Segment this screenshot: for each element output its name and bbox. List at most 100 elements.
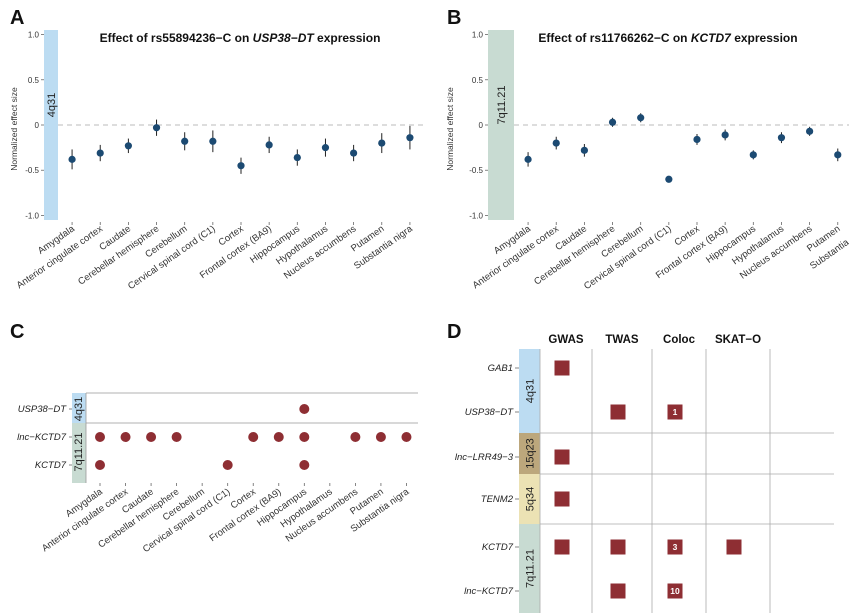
data-point [237,162,245,170]
data-point [637,114,645,122]
y-axis-label: Normalized effect size [445,87,455,171]
presence-dot [248,432,259,442]
band-label: 7q11.21 [525,549,537,588]
data-point [580,146,588,154]
band-label: 15q23 [525,438,537,469]
presence-dot [375,432,386,442]
data-point [806,127,814,135]
chart-title-suffix: expression [314,31,381,45]
data-point [124,142,132,150]
evidence-square [610,404,626,420]
chart-title-suffix: expression [731,31,798,45]
data-point [350,149,358,157]
panel-b-effect-plot: Effect of rs11766262−C on KCTD7 expressi… [445,30,849,292]
presence-dot [299,460,310,470]
presence-dot [120,432,131,442]
data-point [321,144,330,152]
band-strip [519,433,540,474]
evidence-count: 3 [673,542,678,552]
row-gene-label: KCTD7 [482,542,514,553]
y-tick-label: 0.5 [472,76,484,85]
band-strip [519,474,540,524]
y-tick-label: -0.5 [469,166,483,175]
presence-dot [299,404,310,414]
chart-title: Effect of rs55894236−C on USP38−DT expre… [100,31,381,45]
data-point [693,135,701,144]
row-gene-label: lnc−KCTD7 [17,432,67,443]
band-strip [488,30,514,220]
panel-d-evidence-table: GWAS TWAS Coloc SKAT−O 4q31 15q23 5q34 7q11.21 G… [455,334,834,613]
row-gene-label: lnc−LRR49−3 [455,452,514,463]
chart-title-prefix: Effect of rs55894236−C on [100,31,253,45]
presence-dot [273,432,284,442]
y-axis-label: Normalized effect size [9,87,19,171]
row-gene-label: USP38−DT [18,404,68,415]
presence-dot [401,432,412,442]
chart-title: Effect of rs11766262−C on KCTD7 expressi… [538,31,797,45]
row-gene-label: KCTD7 [35,460,67,471]
evidence-count: 10 [670,586,680,596]
data-point [293,153,301,162]
data-point [552,139,560,147]
data-point [524,155,532,163]
data-point [96,149,104,157]
band-strip [519,524,540,613]
evidence-square [726,539,742,555]
evidence-square [554,491,570,507]
data-point [378,139,386,147]
panel-label-c: C [10,321,24,343]
y-tick-label: 1.0 [472,31,484,40]
chart-title-gene: USP38−DT [253,31,316,45]
band-label: 7q11.21 [73,433,85,472]
band-strip [519,349,540,433]
band-label: 5q34 [525,487,537,511]
data-point [68,155,76,163]
data-point [152,124,161,132]
evidence-count: 1 [673,407,678,417]
evidence-square [610,539,626,555]
evidence-square [667,404,683,420]
data-point [834,151,842,159]
band-label: 4q31 [46,93,58,117]
y-tick-label: -1.0 [25,211,39,220]
panel-label-a: A [10,7,24,29]
data-point [665,175,673,183]
panel-a-effect-plot: Effect of rs55894236−C on USP38−DT expre… [9,30,424,292]
data-point [749,151,757,159]
panel-label-b: B [447,7,461,29]
y-tick-label: 0.5 [28,76,40,85]
chart-title-prefix: Effect of rs11766262−C on [538,31,690,45]
data-point [406,134,414,142]
evidence-square [610,583,626,599]
evidence-square [554,449,570,465]
band-label: 7q11.21 [496,86,508,125]
row-gene-label: lnc−KCTD7 [464,586,514,597]
y-tick-label: 0 [35,121,40,130]
presence-dot [350,432,361,442]
evidence-square [667,583,683,599]
column-header: GWAS [548,334,583,346]
data-point [181,137,189,145]
presence-dot [222,460,233,470]
presence-dot [146,432,157,442]
panel-c-tissue-dot-matrix: 4q317q11.21USP38−DTlnc−KCTD7KCTD7Amygdal… [17,392,418,555]
band-label: 4q31 [525,379,537,403]
band-strip [72,393,86,423]
row-gene-label: GAB1 [488,363,513,374]
band-strip [44,30,58,220]
panel-label-d: D [447,321,461,343]
presence-dot [95,460,105,470]
presence-dot [299,432,310,442]
y-tick-label: -0.5 [25,166,39,175]
evidence-square [667,539,683,555]
band-strip [72,423,86,483]
presence-dot [171,432,182,442]
presence-dot [95,432,105,442]
column-header: SKAT−O [715,334,761,346]
y-tick-label: -1.0 [469,211,483,220]
data-point [608,118,617,126]
y-tick-label: 0 [479,121,484,130]
row-gene-label: USP38−DT [465,407,515,418]
evidence-square [554,539,570,555]
